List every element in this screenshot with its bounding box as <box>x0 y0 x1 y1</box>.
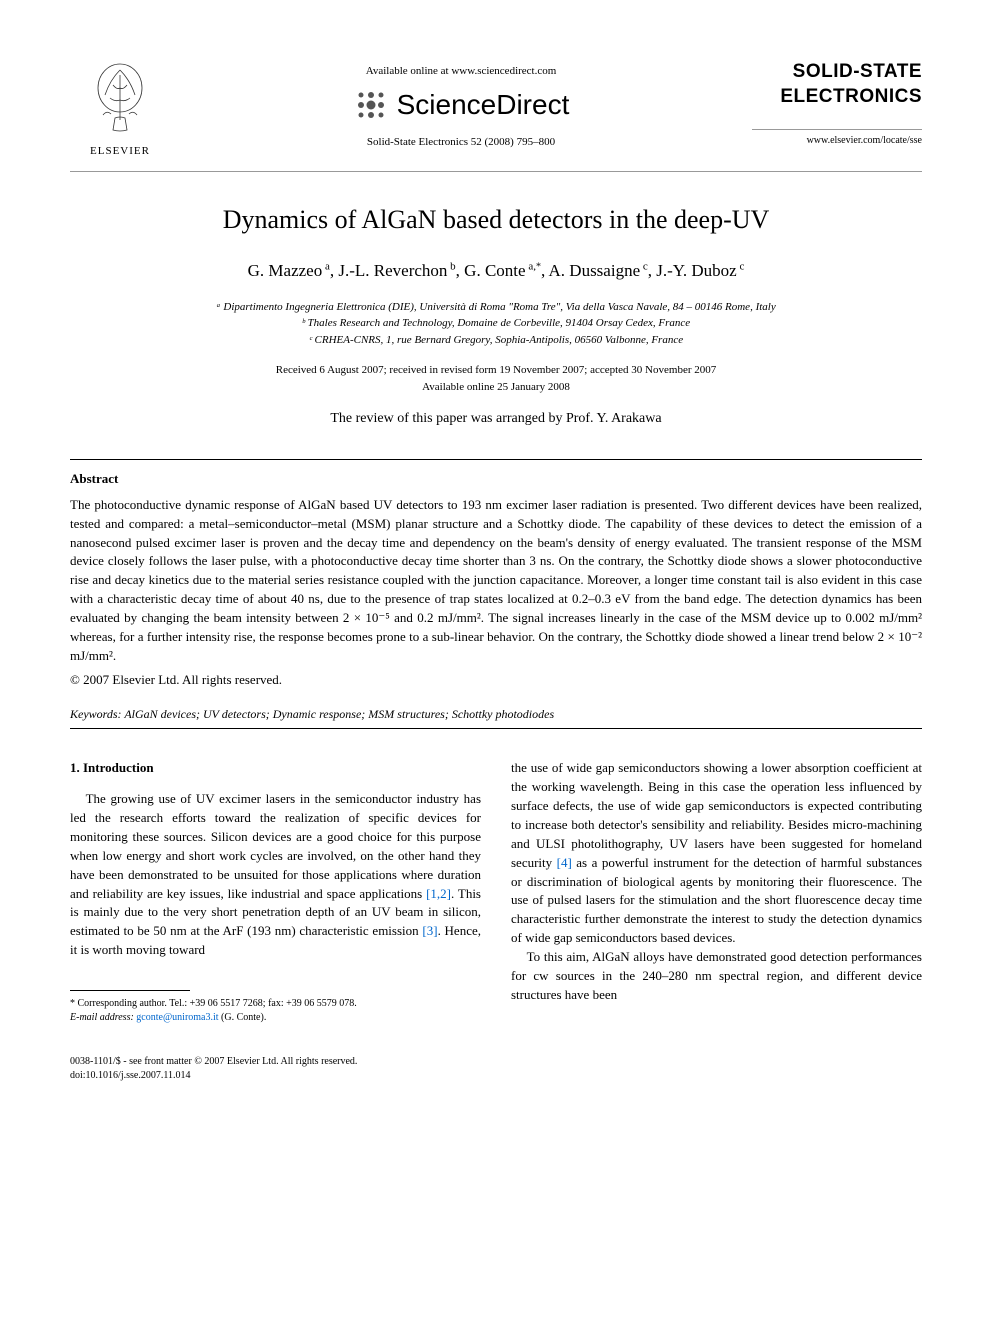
intro-paragraph-left: The growing use of UV excimer lasers in … <box>70 790 481 960</box>
keywords-label: Keywords: <box>70 707 122 721</box>
center-header: Available online at www.sciencedirect.co… <box>170 60 752 150</box>
footer-line-1: 0038-1101/$ - see front matter © 2007 El… <box>70 1055 922 1069</box>
intro-heading: 1. Introduction <box>70 759 481 778</box>
review-note: The review of this paper was arranged by… <box>70 409 922 429</box>
abstract-heading: Abstract <box>70 470 922 488</box>
affiliation-a: ᵃ Dipartimento Ingegneria Elettronica (D… <box>70 299 922 316</box>
citation-text: Solid-State Electronics 52 (2008) 795–80… <box>170 135 752 150</box>
footnote-separator <box>70 990 190 991</box>
intro-paragraph-right-2: To this aim, AlGaN alloys have demonstra… <box>511 948 922 1005</box>
ref-link-1-2[interactable]: [1,2] <box>426 886 451 901</box>
affiliation-c: ᶜ CRHEA-CNRS, 1, rue Bernard Gregory, So… <box>70 332 922 349</box>
right-column: the use of wide gap semiconductors showi… <box>511 759 922 1024</box>
dates-block: Received 6 August 2007; received in revi… <box>70 362 922 395</box>
journal-url: www.elsevier.com/locate/sse <box>752 129 922 148</box>
email-footnote: E-mail address: gconte@uniroma3.it (G. C… <box>70 1011 481 1025</box>
keywords-line: Keywords: AlGaN devices; UV detectors; D… <box>70 706 922 723</box>
authors-line: G. Mazzeo a, J.-L. Reverchon b, G. Conte… <box>70 259 922 283</box>
footer-line-2: doi:10.1016/j.sse.2007.11.014 <box>70 1069 922 1083</box>
journal-title-2: ELECTRONICS <box>752 85 922 110</box>
ref-link-3[interactable]: [3] <box>422 923 437 938</box>
elsevier-logo-block: ELSEVIER <box>70 60 170 159</box>
keywords-text: AlGaN devices; UV detectors; Dynamic res… <box>122 707 555 721</box>
email-label: E-mail address: <box>70 1012 134 1023</box>
dates-line-2: Available online 25 January 2008 <box>70 379 922 396</box>
sciencedirect-text: ScienceDirect <box>397 85 570 124</box>
intro-text-r1b: as a powerful instrument for the detecti… <box>511 855 922 945</box>
affiliation-b: ᵇ Thales Research and Technology, Domain… <box>70 315 922 332</box>
sciencedirect-icon <box>353 87 389 123</box>
elsevier-tree-icon <box>85 60 155 140</box>
divider-top <box>70 459 922 460</box>
ref-link-4[interactable]: [4] <box>557 855 572 870</box>
body-columns: 1. Introduction The growing use of UV ex… <box>70 759 922 1024</box>
journal-title-1: SOLID-STATE <box>752 60 922 85</box>
journal-header: ELSEVIER Available online at www.science… <box>70 60 922 172</box>
abstract-copyright: © 2007 Elsevier Ltd. All rights reserved… <box>70 671 922 689</box>
authors-text: G. Mazzeo a, J.-L. Reverchon b, G. Conte… <box>248 261 745 280</box>
available-online-text: Available online at www.sciencedirect.co… <box>170 64 752 79</box>
intro-paragraph-right-1: the use of wide gap semiconductors showi… <box>511 759 922 947</box>
left-column: 1. Introduction The growing use of UV ex… <box>70 759 481 1024</box>
divider-bottom <box>70 728 922 729</box>
corresponding-footnote: * Corresponding author. Tel.: +39 06 551… <box>70 997 481 1011</box>
email-tail: (G. Conte). <box>219 1012 267 1023</box>
intro-text-r1a: the use of wide gap semiconductors showi… <box>511 760 922 869</box>
sciencedirect-logo-row: ScienceDirect <box>170 85 752 124</box>
email-link[interactable]: gconte@uniroma3.it <box>134 1012 219 1023</box>
elsevier-label: ELSEVIER <box>90 144 150 159</box>
abstract-text: The photoconductive dynamic response of … <box>70 496 922 666</box>
dates-line-1: Received 6 August 2007; received in revi… <box>70 362 922 379</box>
journal-block: SOLID-STATE ELECTRONICS www.elsevier.com… <box>752 60 922 148</box>
footer-block: 0038-1101/$ - see front matter © 2007 El… <box>70 1055 922 1083</box>
intro-text-1a: The growing use of UV excimer lasers in … <box>70 791 481 900</box>
affiliations: ᵃ Dipartimento Ingegneria Elettronica (D… <box>70 299 922 349</box>
paper-title: Dynamics of AlGaN based detectors in the… <box>70 202 922 238</box>
